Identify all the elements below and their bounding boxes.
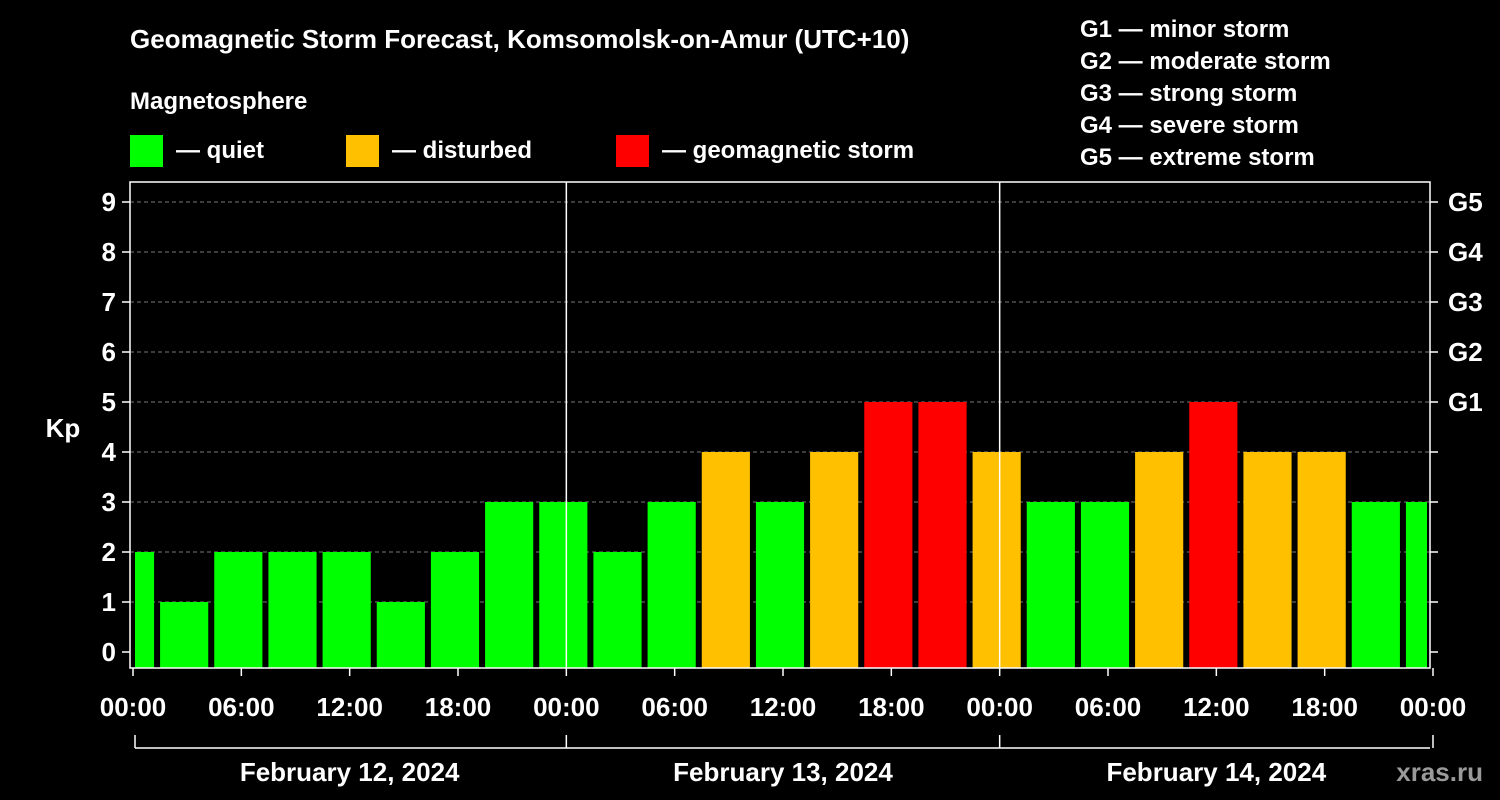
- kp-bar: [918, 402, 967, 668]
- kp-bar: [1135, 452, 1184, 668]
- right-axis-label: G3: [1448, 287, 1483, 317]
- kp-bar: [701, 452, 750, 668]
- storm-scale-item: G4 — severe storm: [1080, 112, 1299, 139]
- kp-bar: [755, 502, 805, 668]
- kp-bar: [160, 602, 209, 668]
- x-tick-label: 12:00: [1183, 692, 1250, 722]
- y-tick-label: 3: [102, 487, 116, 517]
- storm-scale-item: G5 — extreme storm: [1080, 144, 1315, 171]
- kp-bar: [1243, 452, 1292, 668]
- storm-scale-item: G3 — strong storm: [1080, 80, 1297, 107]
- y-tick-label: 1: [102, 587, 116, 617]
- kp-bar: [539, 502, 588, 668]
- x-tick-label: 00:00: [533, 692, 600, 722]
- day-label: February 13, 2024: [673, 757, 893, 787]
- legend: — quiet — disturbed — geomagnetic storm: [130, 135, 914, 167]
- legend-label: — quiet: [176, 137, 264, 164]
- x-tick-label: 00:00: [100, 692, 167, 722]
- y-tick-label: 8: [102, 237, 116, 267]
- bars: [135, 402, 1427, 668]
- y-tick-label: 5: [102, 387, 116, 417]
- kp-bar: [1405, 502, 1427, 668]
- x-tick-label: 00:00: [1400, 692, 1467, 722]
- chart-title: Geomagnetic Storm Forecast, Komsomolsk-o…: [130, 24, 909, 54]
- storm-scale-item: G1 — minor storm: [1080, 16, 1289, 43]
- y-tick-label: 6: [102, 337, 116, 367]
- y-tick-label: 9: [102, 187, 116, 217]
- kp-bar: [268, 552, 317, 668]
- kp-bar: [1351, 502, 1400, 668]
- x-tick-label: 18:00: [858, 692, 925, 722]
- right-axis-label: G5: [1448, 187, 1483, 217]
- legend-swatch: [130, 135, 163, 167]
- y-axis-label: Kp: [46, 413, 81, 443]
- kp-bar: [135, 552, 155, 668]
- x-tick-label: 06:00: [641, 692, 708, 722]
- axes: 0 1 2 3 4 5 6 7 8 9 G1 G2 G3 G4 G5 00:00 06:00 12:00 18:00…: [100, 181, 1483, 787]
- kp-bar: [1189, 402, 1238, 668]
- right-axis-label: G4: [1448, 237, 1483, 267]
- kp-bar: [972, 452, 1021, 668]
- legend-title: Magnetosphere: [130, 88, 307, 115]
- watermark: xras.ru: [1396, 757, 1483, 787]
- kp-bar: [322, 552, 371, 668]
- legend-label: — geomagnetic storm: [662, 137, 914, 164]
- kp-bar: [214, 552, 263, 668]
- kp-bar: [864, 402, 913, 668]
- y-tick-label: 4: [102, 437, 117, 467]
- kp-bar: [647, 502, 696, 668]
- right-axis-label: G1: [1448, 387, 1483, 417]
- kp-bar: [376, 602, 425, 668]
- kp-bar: [1026, 502, 1075, 668]
- legend-swatch: [346, 135, 379, 167]
- x-tick-label: 18:00: [425, 692, 492, 722]
- kp-bar: [810, 452, 859, 668]
- kp-bar: [593, 552, 642, 668]
- kp-bar: [485, 502, 534, 668]
- y-tick-label: 7: [102, 287, 116, 317]
- x-tick-label: 12:00: [316, 692, 383, 722]
- day-label: February 14, 2024: [1106, 757, 1326, 787]
- right-axis-label: G2: [1448, 337, 1483, 367]
- x-tick-label: 00:00: [966, 692, 1033, 722]
- y-tick-label: 0: [102, 637, 116, 667]
- x-tick-label: 12:00: [750, 692, 817, 722]
- x-tick-label: 06:00: [208, 692, 275, 722]
- legend-swatch: [616, 135, 649, 167]
- legend-label: — disturbed: [392, 137, 532, 164]
- kp-bar: [1297, 452, 1346, 668]
- x-tick-label: 18:00: [1291, 692, 1358, 722]
- plot-frame: [129, 181, 1431, 669]
- kp-bar: [430, 552, 480, 668]
- day-label: February 12, 2024: [240, 757, 460, 787]
- kp-bar: [1080, 502, 1130, 668]
- y-tick-label: 2: [102, 537, 116, 567]
- x-tick-label: 06:00: [1075, 692, 1142, 722]
- storm-scale-list: G1 — minor storm G2 — moderate storm G3 — …: [1080, 16, 1331, 171]
- storm-scale-item: G2 — moderate storm: [1080, 48, 1331, 75]
